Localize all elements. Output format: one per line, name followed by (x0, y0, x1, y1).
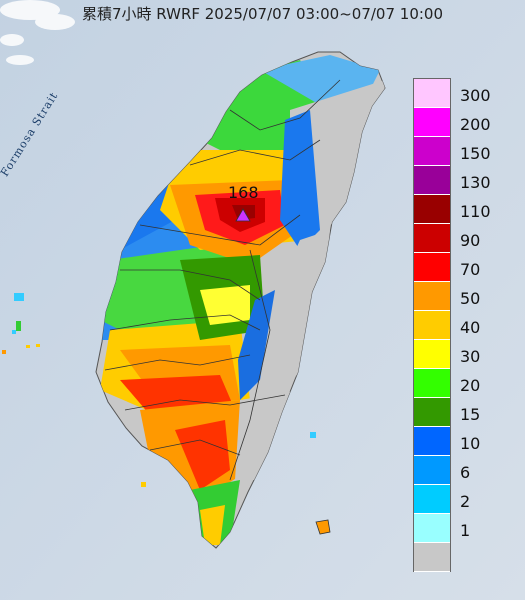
legend-swatch (414, 543, 450, 572)
legend-swatch (414, 427, 450, 456)
legend-label: 15 (460, 405, 481, 424)
map-title: 累積7小時 RWRF 2025/07/07 03:00~07/07 10:00 (81, 5, 444, 23)
legend-label: 20 (460, 376, 481, 395)
legend-swatch (414, 311, 450, 340)
legend-label: 150 (460, 144, 491, 163)
legend-label: 40 (460, 318, 481, 337)
legend-label: 110 (460, 202, 491, 221)
legend-swatch (414, 485, 450, 514)
legend-swatch (414, 137, 450, 166)
legend-label: 90 (460, 231, 481, 250)
legend-label: 6 (460, 463, 471, 482)
legend-label: 1 (460, 521, 471, 540)
legend-label: 50 (460, 289, 481, 308)
offshore-islands (2, 293, 331, 535)
county-boundaries (104, 79, 341, 481)
rainfall-legend (413, 78, 451, 572)
legend-label: 70 (460, 260, 481, 279)
max-rainfall-marker-icon (235, 208, 251, 222)
legend-label: 10 (460, 434, 481, 453)
legend-swatch (414, 253, 450, 282)
legend-swatch (414, 108, 450, 137)
legend-label: 200 (460, 115, 491, 134)
legend-swatch (414, 224, 450, 253)
legend-swatch (414, 398, 450, 427)
legend-swatch (414, 514, 450, 543)
legend-swatch (414, 166, 450, 195)
legend-label: 300 (460, 86, 491, 105)
max-rainfall-value: 168 (228, 183, 259, 202)
legend-label: 30 (460, 347, 481, 366)
legend-label: 130 (460, 173, 491, 192)
legend-swatch (414, 282, 450, 311)
legend-swatch (414, 79, 450, 108)
legend-swatch (414, 369, 450, 398)
cloud-speckles (0, 0, 75, 65)
legend-swatch (414, 340, 450, 369)
legend-swatch (414, 456, 450, 485)
legend-label: 2 (460, 492, 471, 511)
legend-swatch (414, 195, 450, 224)
